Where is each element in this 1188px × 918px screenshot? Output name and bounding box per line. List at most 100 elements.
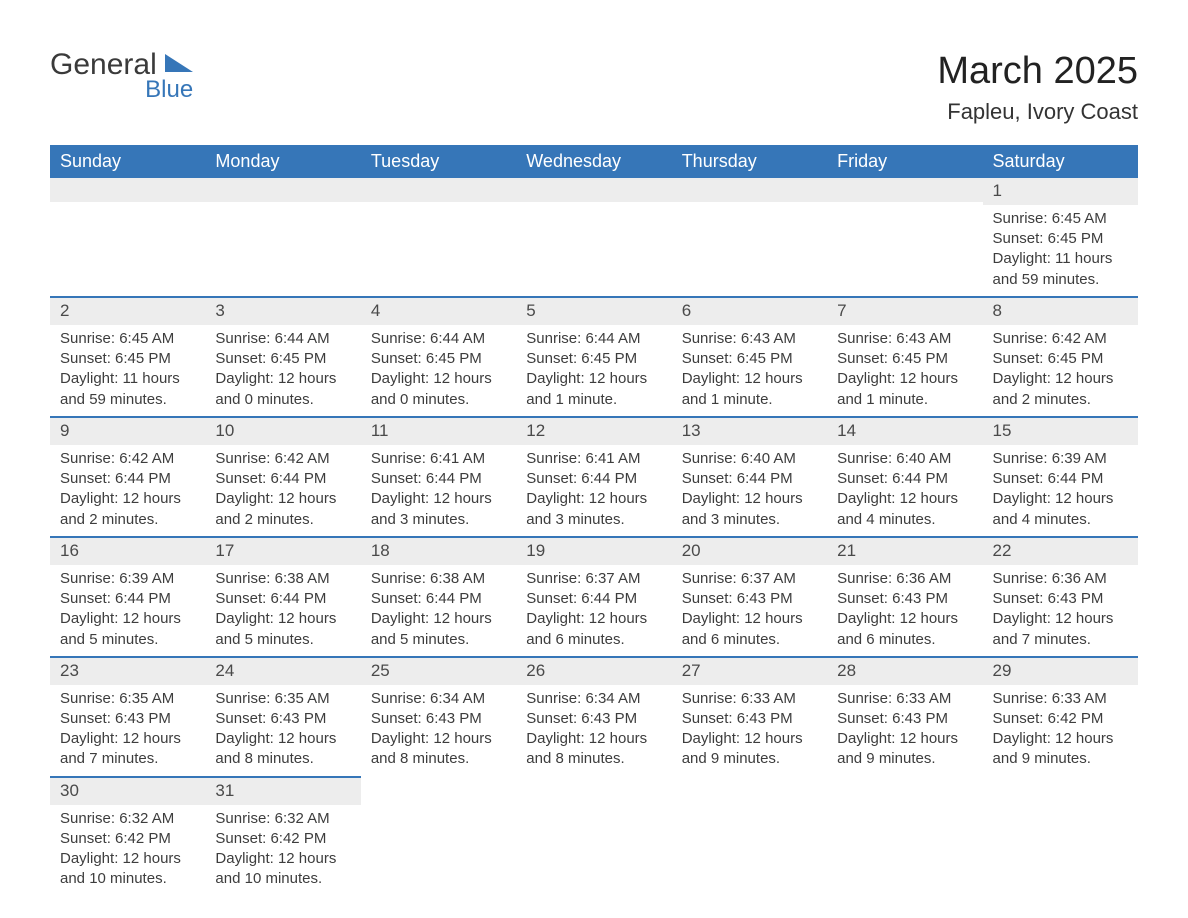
- day-body: Sunrise: 6:33 AMSunset: 6:42 PMDaylight:…: [983, 685, 1138, 776]
- daylight-text: Daylight: 12 hours and 6 minutes.: [837, 609, 972, 650]
- day-number: [361, 178, 516, 202]
- day-body: Sunrise: 6:42 AMSunset: 6:45 PMDaylight:…: [983, 325, 1138, 416]
- day-body: Sunrise: 6:39 AMSunset: 6:44 PMDaylight:…: [983, 445, 1138, 536]
- day-number: 20: [672, 538, 827, 565]
- daylight-text: Daylight: 12 hours and 4 minutes.: [837, 489, 972, 530]
- daylight-text: Daylight: 12 hours and 0 minutes.: [215, 369, 350, 410]
- day-number: 3: [205, 298, 360, 325]
- day-number: 19: [516, 538, 671, 565]
- sunset-text: Sunset: 6:44 PM: [371, 469, 506, 489]
- sunset-text: Sunset: 6:45 PM: [993, 229, 1128, 249]
- calendar-cell: 23Sunrise: 6:35 AMSunset: 6:43 PMDayligh…: [50, 657, 205, 777]
- calendar-cell: 19Sunrise: 6:37 AMSunset: 6:44 PMDayligh…: [516, 537, 671, 657]
- calendar-cell: 9Sunrise: 6:42 AMSunset: 6:44 PMDaylight…: [50, 417, 205, 537]
- sunrise-text: Sunrise: 6:44 AM: [526, 329, 661, 349]
- sunrise-text: Sunrise: 6:34 AM: [371, 689, 506, 709]
- day-body: Sunrise: 6:42 AMSunset: 6:44 PMDaylight:…: [205, 445, 360, 536]
- day-number: 2: [50, 298, 205, 325]
- day-body: Sunrise: 6:41 AMSunset: 6:44 PMDaylight:…: [361, 445, 516, 536]
- day-body: Sunrise: 6:42 AMSunset: 6:44 PMDaylight:…: [50, 445, 205, 536]
- sunrise-text: Sunrise: 6:37 AM: [682, 569, 817, 589]
- sunrise-text: Sunrise: 6:33 AM: [837, 689, 972, 709]
- sunrise-text: Sunrise: 6:41 AM: [371, 449, 506, 469]
- day-body: Sunrise: 6:45 AMSunset: 6:45 PMDaylight:…: [50, 325, 205, 416]
- day-number: 8: [983, 298, 1138, 325]
- calendar-cell: 5Sunrise: 6:44 AMSunset: 6:45 PMDaylight…: [516, 297, 671, 417]
- daylight-text: Daylight: 12 hours and 7 minutes.: [60, 729, 195, 770]
- page-header: General Blue March 2025 Fapleu, Ivory Co…: [50, 50, 1138, 125]
- calendar-cell: [983, 777, 1138, 896]
- day-body: Sunrise: 6:32 AMSunset: 6:42 PMDaylight:…: [205, 805, 360, 896]
- calendar-cell: 28Sunrise: 6:33 AMSunset: 6:43 PMDayligh…: [827, 657, 982, 777]
- week-row: 1Sunrise: 6:45 AMSunset: 6:45 PMDaylight…: [50, 178, 1138, 297]
- col-saturday: Saturday: [983, 145, 1138, 178]
- day-body: Sunrise: 6:44 AMSunset: 6:45 PMDaylight:…: [361, 325, 516, 416]
- sunset-text: Sunset: 6:45 PM: [60, 349, 195, 369]
- daylight-text: Daylight: 12 hours and 5 minutes.: [215, 609, 350, 650]
- day-number: [827, 178, 982, 202]
- sunset-text: Sunset: 6:42 PM: [993, 709, 1128, 729]
- calendar-cell: 14Sunrise: 6:40 AMSunset: 6:44 PMDayligh…: [827, 417, 982, 537]
- sunset-text: Sunset: 6:43 PM: [682, 589, 817, 609]
- col-thursday: Thursday: [672, 145, 827, 178]
- daylight-text: Daylight: 12 hours and 8 minutes.: [526, 729, 661, 770]
- daylight-text: Daylight: 12 hours and 2 minutes.: [993, 369, 1128, 410]
- day-number: [205, 178, 360, 202]
- daylight-text: Daylight: 12 hours and 9 minutes.: [993, 729, 1128, 770]
- sunset-text: Sunset: 6:45 PM: [526, 349, 661, 369]
- sunset-text: Sunset: 6:43 PM: [371, 709, 506, 729]
- calendar-cell: 12Sunrise: 6:41 AMSunset: 6:44 PMDayligh…: [516, 417, 671, 537]
- col-monday: Monday: [205, 145, 360, 178]
- sunrise-text: Sunrise: 6:44 AM: [215, 329, 350, 349]
- location-text: Fapleu, Ivory Coast: [937, 99, 1138, 125]
- day-number: 22: [983, 538, 1138, 565]
- day-number: 16: [50, 538, 205, 565]
- day-body: Sunrise: 6:37 AMSunset: 6:44 PMDaylight:…: [516, 565, 671, 656]
- daylight-text: Daylight: 12 hours and 7 minutes.: [993, 609, 1128, 650]
- sunset-text: Sunset: 6:44 PM: [60, 469, 195, 489]
- sunrise-text: Sunrise: 6:37 AM: [526, 569, 661, 589]
- daylight-text: Daylight: 12 hours and 3 minutes.: [371, 489, 506, 530]
- daylight-text: Daylight: 12 hours and 8 minutes.: [371, 729, 506, 770]
- calendar-cell: 24Sunrise: 6:35 AMSunset: 6:43 PMDayligh…: [205, 657, 360, 777]
- col-wednesday: Wednesday: [516, 145, 671, 178]
- day-number: 7: [827, 298, 982, 325]
- sunrise-text: Sunrise: 6:39 AM: [60, 569, 195, 589]
- calendar-cell: [827, 178, 982, 297]
- sunset-text: Sunset: 6:43 PM: [682, 709, 817, 729]
- daylight-text: Daylight: 12 hours and 10 minutes.: [215, 849, 350, 890]
- sunset-text: Sunset: 6:45 PM: [682, 349, 817, 369]
- calendar-cell: [50, 178, 205, 297]
- week-row: 2Sunrise: 6:45 AMSunset: 6:45 PMDaylight…: [50, 297, 1138, 417]
- day-body: Sunrise: 6:44 AMSunset: 6:45 PMDaylight:…: [516, 325, 671, 416]
- sunset-text: Sunset: 6:44 PM: [526, 589, 661, 609]
- sunset-text: Sunset: 6:45 PM: [993, 349, 1128, 369]
- day-number: 21: [827, 538, 982, 565]
- sunset-text: Sunset: 6:43 PM: [837, 709, 972, 729]
- sunrise-text: Sunrise: 6:42 AM: [60, 449, 195, 469]
- sunrise-text: Sunrise: 6:33 AM: [682, 689, 817, 709]
- daylight-text: Daylight: 11 hours and 59 minutes.: [60, 369, 195, 410]
- calendar-cell: 15Sunrise: 6:39 AMSunset: 6:44 PMDayligh…: [983, 417, 1138, 537]
- daylight-text: Daylight: 12 hours and 1 minute.: [526, 369, 661, 410]
- sunrise-text: Sunrise: 6:40 AM: [682, 449, 817, 469]
- sunset-text: Sunset: 6:44 PM: [371, 589, 506, 609]
- sunset-text: Sunset: 6:42 PM: [60, 829, 195, 849]
- day-number: 5: [516, 298, 671, 325]
- day-number: 30: [50, 778, 205, 805]
- calendar-cell: 4Sunrise: 6:44 AMSunset: 6:45 PMDaylight…: [361, 297, 516, 417]
- sunrise-text: Sunrise: 6:40 AM: [837, 449, 972, 469]
- day-number: 17: [205, 538, 360, 565]
- sunrise-text: Sunrise: 6:36 AM: [837, 569, 972, 589]
- calendar-cell: [361, 178, 516, 297]
- sunrise-text: Sunrise: 6:32 AM: [215, 809, 350, 829]
- calendar-cell: 20Sunrise: 6:37 AMSunset: 6:43 PMDayligh…: [672, 537, 827, 657]
- daylight-text: Daylight: 12 hours and 8 minutes.: [215, 729, 350, 770]
- day-body: Sunrise: 6:40 AMSunset: 6:44 PMDaylight:…: [672, 445, 827, 536]
- day-number: 26: [516, 658, 671, 685]
- day-number: 4: [361, 298, 516, 325]
- sunset-text: Sunset: 6:44 PM: [215, 589, 350, 609]
- calendar-cell: [205, 178, 360, 297]
- sunset-text: Sunset: 6:44 PM: [526, 469, 661, 489]
- sunset-text: Sunset: 6:44 PM: [993, 469, 1128, 489]
